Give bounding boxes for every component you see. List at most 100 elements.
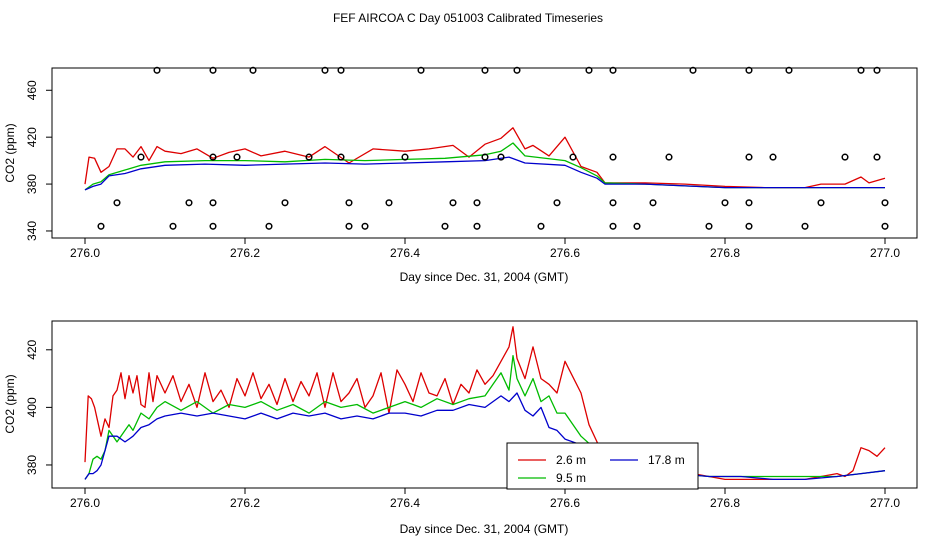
scatter-point: [689, 66, 697, 74]
bottom-xtick-label: 276.4: [390, 496, 420, 510]
top-series-9-5-m: [84, 142, 885, 191]
scatter-point: [609, 199, 617, 207]
bottom-y-axis-label: CO2 (ppm): [3, 374, 17, 433]
legend-label-17-8m: 17.8 m: [648, 453, 685, 467]
scatter-point: [553, 199, 561, 207]
legend-box: [506, 442, 699, 490]
top-xtick-label: 276.2: [230, 246, 260, 260]
scatter-point: [841, 153, 849, 161]
top-panel: 276.0 276.2 276.4 276.6 276.8 277.0 340 380 420 4…: [3, 66, 918, 284]
legend-label-9-5m: 9.5 m: [556, 471, 586, 485]
bottom-panel: 276.0 276.2 276.4 276.6 276.8 277.0380400420 …: [3, 320, 918, 536]
scatter-point: [473, 222, 481, 230]
top-xtick-label: 276.0: [70, 246, 100, 260]
top-ytick-label: 460: [25, 80, 39, 100]
scatter-point: [305, 153, 313, 161]
scatter-point: [745, 222, 753, 230]
scatter-point: [249, 66, 257, 74]
figure-title: FEF AIRCOA C Day 051003 Calibrated Times…: [333, 11, 603, 25]
scatter-point: [609, 66, 617, 74]
top-xtick-label: 276.8: [710, 246, 740, 260]
scatter-point: [97, 222, 105, 230]
scatter-point: [337, 153, 345, 161]
bottom-x-axis-label: Day since Dec. 31, 2004 (GMT): [400, 522, 569, 536]
scatter-point: [569, 153, 577, 161]
scatter-point: [769, 153, 777, 161]
scatter-point: [417, 66, 425, 74]
scatter-point: [185, 199, 193, 207]
scatter-point: [609, 153, 617, 161]
bottom-ytick-label: 420: [25, 339, 39, 359]
bottom-series-17-8-m: [84, 392, 886, 481]
scatter-point: [881, 199, 889, 207]
top-series-lines: [84, 127, 886, 191]
scatter-point: [345, 199, 353, 207]
top-series-2-6-m: [84, 127, 886, 189]
scatter-point: [785, 66, 793, 74]
bottom-ytick-label: 380: [25, 455, 39, 475]
bottom-plot-frame: [51, 320, 918, 489]
scatter-point: [113, 199, 121, 207]
scatter-point: [513, 66, 521, 74]
scatter-point: [337, 66, 345, 74]
bottom-series-lines: [84, 326, 886, 481]
top-xtick-label: 276.4: [390, 246, 420, 260]
top-scatter-points: [97, 66, 889, 230]
top-y-axis-label: CO2 (ppm): [3, 123, 17, 182]
scatter-point: [233, 153, 241, 161]
scatter-point: [649, 199, 657, 207]
top-axis-ticks: 276.0 276.2 276.4 276.6 276.8 277.0 340 380 420 4…: [25, 80, 900, 260]
scatter-point: [665, 153, 673, 161]
scatter-point: [801, 222, 809, 230]
scatter-point: [873, 66, 881, 74]
scatter-point: [817, 199, 825, 207]
scatter-point: [857, 66, 865, 74]
scatter-point: [153, 66, 161, 74]
scatter-point: [473, 199, 481, 207]
bottom-xtick-label: 276.0: [70, 496, 100, 510]
top-ytick-label: 340: [25, 221, 39, 241]
scatter-point: [873, 153, 881, 161]
scatter-point: [881, 222, 889, 230]
scatter-point: [585, 66, 593, 74]
scatter-point: [745, 66, 753, 74]
top-ytick-label: 420: [25, 127, 39, 147]
scatter-point: [481, 153, 489, 161]
legend: 2.6 m 9.5 m 17.8 m: [506, 442, 699, 490]
bottom-xtick-label: 276.8: [710, 496, 740, 510]
bottom-axis-ticks: 276.0 276.2 276.4 276.6 276.8 277.0 380 400 420: [25, 339, 900, 510]
top-xtick-label: 276.6: [550, 246, 580, 260]
scatter-point: [169, 222, 177, 230]
scatter-point: [281, 199, 289, 207]
scatter-point: [401, 153, 409, 161]
bottom-xtick-label: 276.6: [550, 496, 580, 510]
bottom-xtick-label: 277.0: [870, 496, 900, 510]
top-x-axis-label: Day since Dec. 31, 2004 (GMT): [400, 270, 569, 284]
top-xtick-label: 277.0: [870, 246, 900, 260]
bottom-series-2-6-m: [84, 326, 886, 481]
scatter-point: [209, 66, 217, 74]
scatter-point: [609, 222, 617, 230]
bottom-xtick-label: 276.2: [230, 496, 260, 510]
scatter-point: [321, 66, 329, 74]
scatter-point: [481, 66, 489, 74]
top-ytick-label: 380: [25, 174, 39, 194]
scatter-point: [745, 199, 753, 207]
scatter-point: [441, 222, 449, 230]
scatter-point: [265, 222, 273, 230]
scatter-point: [705, 222, 713, 230]
scatter-point: [209, 153, 217, 161]
scatter-point: [745, 153, 753, 161]
scatter-point: [633, 222, 641, 230]
top-series-17-8-m: [84, 156, 885, 191]
legend-label-2-6m: 2.6 m: [556, 453, 586, 467]
scatter-point: [209, 222, 217, 230]
scatter-point: [209, 199, 217, 207]
scatter-point: [345, 222, 353, 230]
scatter-point: [361, 222, 369, 230]
scatter-point: [721, 199, 729, 207]
bottom-ytick-label: 400: [25, 397, 39, 417]
scatter-point: [449, 199, 457, 207]
scatter-point: [537, 222, 545, 230]
